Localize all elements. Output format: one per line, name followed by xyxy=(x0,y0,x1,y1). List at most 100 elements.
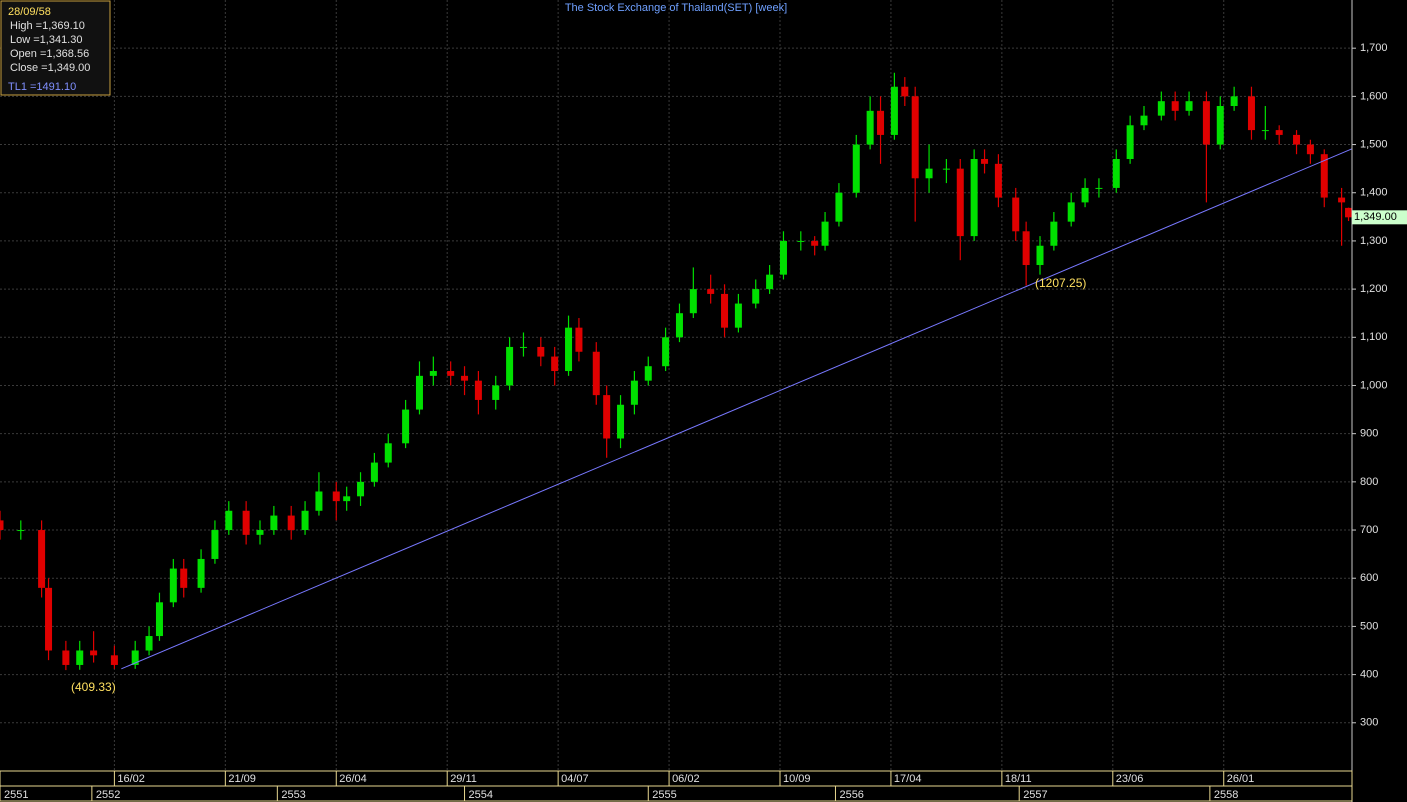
candle-body xyxy=(384,443,392,463)
x-tick-label: 21/09 xyxy=(228,773,256,785)
y-tick-label: 1,400 xyxy=(1360,187,1388,199)
candle-body xyxy=(1216,106,1224,145)
candle-body xyxy=(169,568,177,603)
candle-body xyxy=(575,327,583,352)
candle-body xyxy=(332,491,340,502)
candle-body xyxy=(1171,101,1179,111)
candle-body xyxy=(343,496,351,502)
y-tick-label: 500 xyxy=(1360,620,1378,632)
x-tick-label: 29/11 xyxy=(450,773,477,785)
x-tick-label: 26/04 xyxy=(339,773,367,785)
x-tick-label: 04/07 xyxy=(561,773,589,785)
candle-body xyxy=(62,650,70,665)
candle-body xyxy=(970,159,978,237)
candle-body xyxy=(429,371,437,376)
candle-body xyxy=(301,510,309,531)
candle-body xyxy=(474,380,482,400)
candle-body xyxy=(675,313,683,338)
candle-body xyxy=(197,558,205,588)
year-tick-label: 2557 xyxy=(1023,789,1047,801)
candle-body xyxy=(901,86,909,97)
x-tick-label: 17/04 xyxy=(894,773,922,785)
chart-title: The Stock Exchange of Thailand(SET) [wee… xyxy=(565,2,787,14)
candle-body xyxy=(752,289,760,304)
year-tick-label: 2554 xyxy=(469,789,493,801)
y-tick-label: 1,000 xyxy=(1360,379,1388,391)
candle-body xyxy=(1095,187,1103,189)
candle-body xyxy=(1112,159,1120,188)
candle-body xyxy=(797,240,805,242)
info-open: Open =1,368.56 xyxy=(10,48,89,60)
candle-body xyxy=(1067,202,1075,222)
candle-body xyxy=(779,240,787,275)
candle-body xyxy=(506,346,514,386)
y-tick-label: 1,300 xyxy=(1360,235,1388,247)
candle-body xyxy=(270,515,278,531)
candle-body xyxy=(994,163,1002,198)
x-tick-label: 10/09 xyxy=(783,773,811,785)
y-tick-label: 1,600 xyxy=(1360,90,1388,102)
y-tick-label: 900 xyxy=(1360,428,1378,440)
candle-body xyxy=(17,530,25,532)
candle-body xyxy=(1320,154,1328,198)
year-tick-label: 2555 xyxy=(652,789,676,801)
candle-body xyxy=(1293,134,1301,145)
candle-body xyxy=(981,159,989,164)
candle-body xyxy=(877,110,885,135)
candle-body xyxy=(1036,245,1044,266)
candle-body xyxy=(617,404,625,439)
last-price-box xyxy=(1352,210,1407,225)
info-high: High =1,369.10 xyxy=(10,20,85,32)
candle-body xyxy=(821,221,829,246)
year-tick-label: 2558 xyxy=(1214,789,1238,801)
candle-body xyxy=(461,375,469,381)
y-tick-label: 700 xyxy=(1360,524,1378,536)
candle-body xyxy=(721,293,729,328)
y-tick-label: 1,200 xyxy=(1360,283,1388,295)
y-tick-label: 1,500 xyxy=(1360,138,1388,150)
candle-body xyxy=(1306,144,1314,155)
year-tick-label: 2553 xyxy=(281,789,305,801)
candle-body xyxy=(890,86,898,135)
candle-body xyxy=(1022,231,1030,266)
candle-body xyxy=(155,602,163,637)
candle-body xyxy=(565,327,573,372)
candle-body xyxy=(90,650,98,656)
candle-body xyxy=(1140,115,1148,126)
candle-body xyxy=(942,168,950,170)
candle-body xyxy=(415,375,423,410)
annotation: (409.33) xyxy=(71,680,116,694)
candle-body xyxy=(1126,125,1134,160)
info-date: 28/09/58 xyxy=(8,6,51,18)
grid xyxy=(0,0,1352,770)
candle-body xyxy=(519,346,527,348)
candle-body xyxy=(110,655,118,665)
candle-body xyxy=(925,168,933,179)
candle-body xyxy=(242,510,250,535)
candle-body xyxy=(180,568,188,588)
candle-body xyxy=(592,351,600,396)
candle-body xyxy=(1275,130,1283,135)
info-frame xyxy=(0,0,111,96)
candle-body xyxy=(38,530,46,588)
candle-body xyxy=(1185,101,1193,111)
x-tick-label: 18/11 xyxy=(1005,773,1032,785)
candle-body xyxy=(211,530,219,559)
candle-body xyxy=(287,515,295,531)
year-tick-label: 2556 xyxy=(839,789,863,801)
candle-body xyxy=(131,650,139,665)
y-tick-label: 1,100 xyxy=(1360,331,1388,343)
candle-body xyxy=(45,587,53,651)
y-tick-label: 600 xyxy=(1360,572,1378,584)
candle-body xyxy=(492,385,500,400)
info-low: Low =1,341.30 xyxy=(10,34,82,46)
candle-body xyxy=(811,240,819,246)
candle-body xyxy=(357,481,365,497)
y-tick-label: 1,700 xyxy=(1360,42,1388,54)
candle-body xyxy=(1247,96,1255,131)
year-tick-label: 2552 xyxy=(96,789,120,801)
candle-body xyxy=(689,289,697,314)
candle-body xyxy=(911,96,919,179)
